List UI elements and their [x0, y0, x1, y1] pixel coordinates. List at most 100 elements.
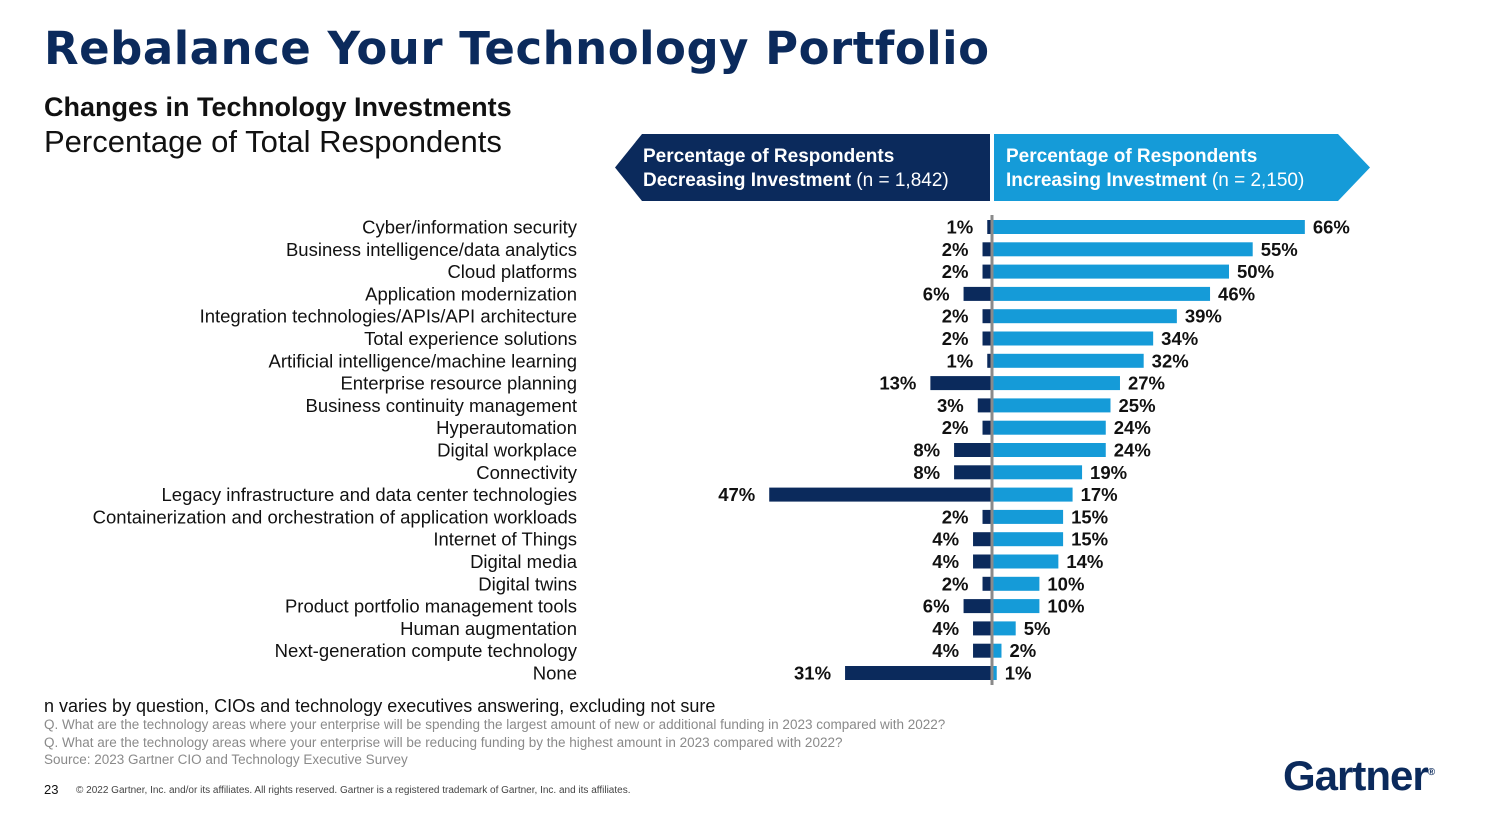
bar-increasing	[992, 487, 1073, 502]
bar-increasing	[992, 309, 1177, 324]
bar-decreasing	[963, 599, 992, 614]
value-label-decreasing: 8%	[913, 462, 940, 483]
bar-increasing	[992, 599, 1040, 614]
page-title: Rebalance Your Technology Portfolio	[44, 22, 990, 75]
bar-decreasing	[954, 443, 992, 457]
header-increasing-banner	[994, 134, 1370, 201]
value-label-increasing: 2%	[1009, 640, 1036, 661]
value-label-decreasing: 1%	[947, 350, 974, 371]
value-label-increasing: 17%	[1081, 484, 1118, 505]
category-label: Next-generation compute technology	[275, 640, 578, 661]
bar-increasing	[992, 509, 1064, 524]
copyright: © 2022 Gartner, Inc. and/or its affiliat…	[76, 785, 631, 796]
bar-increasing	[992, 420, 1106, 435]
bar-decreasing	[930, 376, 992, 391]
value-label-decreasing: 3%	[937, 395, 964, 416]
bar-decreasing	[845, 666, 992, 680]
bar-decreasing	[982, 331, 992, 346]
value-label-decreasing: 2%	[942, 506, 969, 527]
bar-increasing	[992, 353, 1144, 368]
bar-decreasing	[987, 220, 992, 234]
category-label: Business intelligence/data analytics	[286, 239, 577, 260]
bar-increasing	[992, 532, 1064, 547]
value-label-decreasing: 13%	[879, 373, 916, 394]
value-label-increasing: 50%	[1237, 261, 1274, 282]
value-label-increasing: 25%	[1119, 395, 1156, 416]
value-label-decreasing: 31%	[794, 663, 831, 684]
source-note: Source: 2023 Gartner CIO and Technology …	[44, 752, 408, 767]
bar-increasing	[992, 331, 1154, 346]
bar-decreasing	[982, 309, 992, 324]
value-label-increasing: 34%	[1161, 328, 1198, 349]
value-label-decreasing: 2%	[942, 261, 969, 282]
bar-decreasing	[973, 621, 992, 636]
category-label: Business continuity management	[306, 395, 577, 416]
bar-decreasing	[769, 487, 992, 502]
logo-text: Gartner	[1283, 752, 1429, 799]
value-label-decreasing: 2%	[942, 417, 969, 438]
page-number: 23	[44, 782, 59, 797]
category-label: Product portfolio management tools	[285, 596, 577, 617]
value-label-increasing: 19%	[1090, 462, 1127, 483]
logo-registered-mark: ®	[1427, 767, 1436, 778]
category-label: Enterprise resource planning	[340, 373, 577, 394]
category-label: Artificial intelligence/machine learning	[269, 350, 578, 371]
value-label-increasing: 10%	[1047, 573, 1084, 594]
bar-decreasing	[973, 554, 992, 569]
bar-increasing	[992, 443, 1106, 457]
value-label-decreasing: 6%	[923, 596, 950, 617]
bar-decreasing	[982, 242, 992, 257]
value-label-increasing: 24%	[1114, 417, 1151, 438]
bar-increasing	[992, 666, 997, 680]
value-label-increasing: 32%	[1152, 350, 1189, 371]
header-increasing-line1: Percentage of Respondents	[1006, 146, 1257, 167]
value-label-increasing: 46%	[1218, 283, 1255, 304]
category-label: Integration technologies/APIs/API archit…	[200, 306, 577, 327]
gartner-logo: Gartner®	[1283, 752, 1435, 800]
bar-increasing	[992, 576, 1040, 591]
category-label: Cloud platforms	[447, 261, 577, 282]
category-label: Connectivity	[476, 462, 578, 483]
bar-increasing	[992, 621, 1016, 636]
category-label: Digital workplace	[437, 440, 577, 461]
value-label-decreasing: 4%	[932, 618, 959, 639]
value-label-decreasing: 4%	[932, 529, 959, 550]
category-label: Digital twins	[478, 573, 577, 594]
value-label-increasing: 66%	[1313, 217, 1350, 238]
category-label: Internet of Things	[433, 529, 577, 550]
bar-decreasing	[963, 286, 992, 301]
bar-decreasing	[954, 465, 992, 480]
bar-increasing	[992, 220, 1305, 234]
bar-decreasing	[987, 353, 992, 368]
category-label: Total experience solutions	[364, 328, 577, 349]
value-label-increasing: 10%	[1047, 596, 1084, 617]
bar-increasing	[992, 242, 1253, 257]
value-label-decreasing: 1%	[947, 217, 974, 238]
diverging-bar-chart: Percentage of Respondents Decreasing Inve…	[93, 134, 1370, 685]
header-decreasing-line2: Decreasing Investment (n = 1,842)	[643, 170, 949, 191]
header-increasing-line2: Increasing Investment (n = 2,150)	[1006, 170, 1304, 191]
question-decrease: Q. What are the technology areas where y…	[44, 735, 843, 750]
category-label: Human augmentation	[400, 618, 577, 639]
bar-decreasing	[973, 532, 992, 547]
bar-decreasing	[982, 576, 992, 591]
bar-decreasing	[973, 643, 992, 658]
value-label-decreasing: 2%	[942, 239, 969, 260]
value-label-decreasing: 4%	[932, 551, 959, 572]
value-label-decreasing: 2%	[942, 328, 969, 349]
question-increase: Q. What are the technology areas where y…	[44, 717, 946, 732]
category-label: Cyber/information security	[362, 217, 578, 238]
value-label-decreasing: 2%	[942, 573, 969, 594]
bar-decreasing	[982, 420, 992, 435]
value-label-decreasing: 8%	[913, 440, 940, 461]
bar-decreasing	[977, 398, 992, 413]
value-label-increasing: 14%	[1066, 551, 1103, 572]
bar-decreasing	[982, 509, 992, 524]
value-label-increasing: 55%	[1261, 239, 1298, 260]
category-label: Legacy infrastructure and data center te…	[162, 484, 577, 505]
value-label-increasing: 5%	[1024, 618, 1051, 639]
chart-subtitle-unit: Percentage of Total Respondents	[44, 124, 502, 159]
value-label-increasing: 1%	[1005, 663, 1032, 684]
chart-subtitle: Changes in Technology Investments	[44, 92, 512, 122]
bar-increasing	[992, 376, 1120, 391]
